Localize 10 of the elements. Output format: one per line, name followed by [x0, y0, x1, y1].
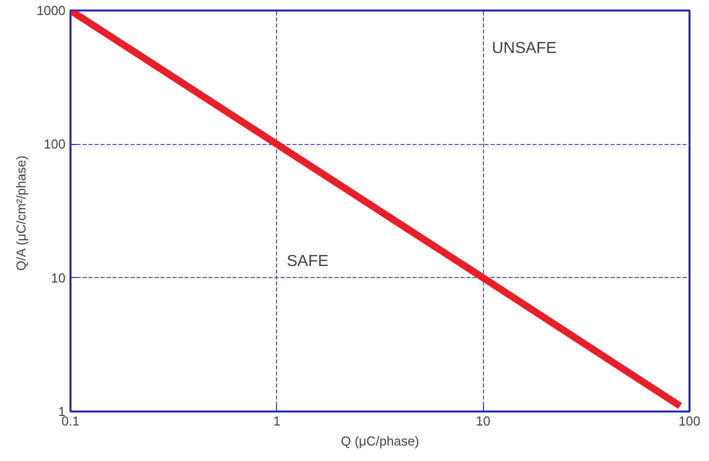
x-axis-title: Q (μC/phase): [340, 434, 420, 448]
y-axis-title: Q/A (μC/cm²/phase): [14, 156, 29, 271]
x-tick-label: 100: [678, 414, 700, 428]
y-tick-label: 1000: [36, 3, 66, 18]
x-tick-label: 10: [476, 414, 490, 428]
y-tick-label: 100: [44, 136, 66, 152]
annotation: UNSAFE: [492, 40, 557, 58]
y-tick-label: 10: [51, 270, 66, 286]
x-tick-label: 1: [273, 414, 280, 428]
annotation: SAFE: [286, 252, 329, 270]
